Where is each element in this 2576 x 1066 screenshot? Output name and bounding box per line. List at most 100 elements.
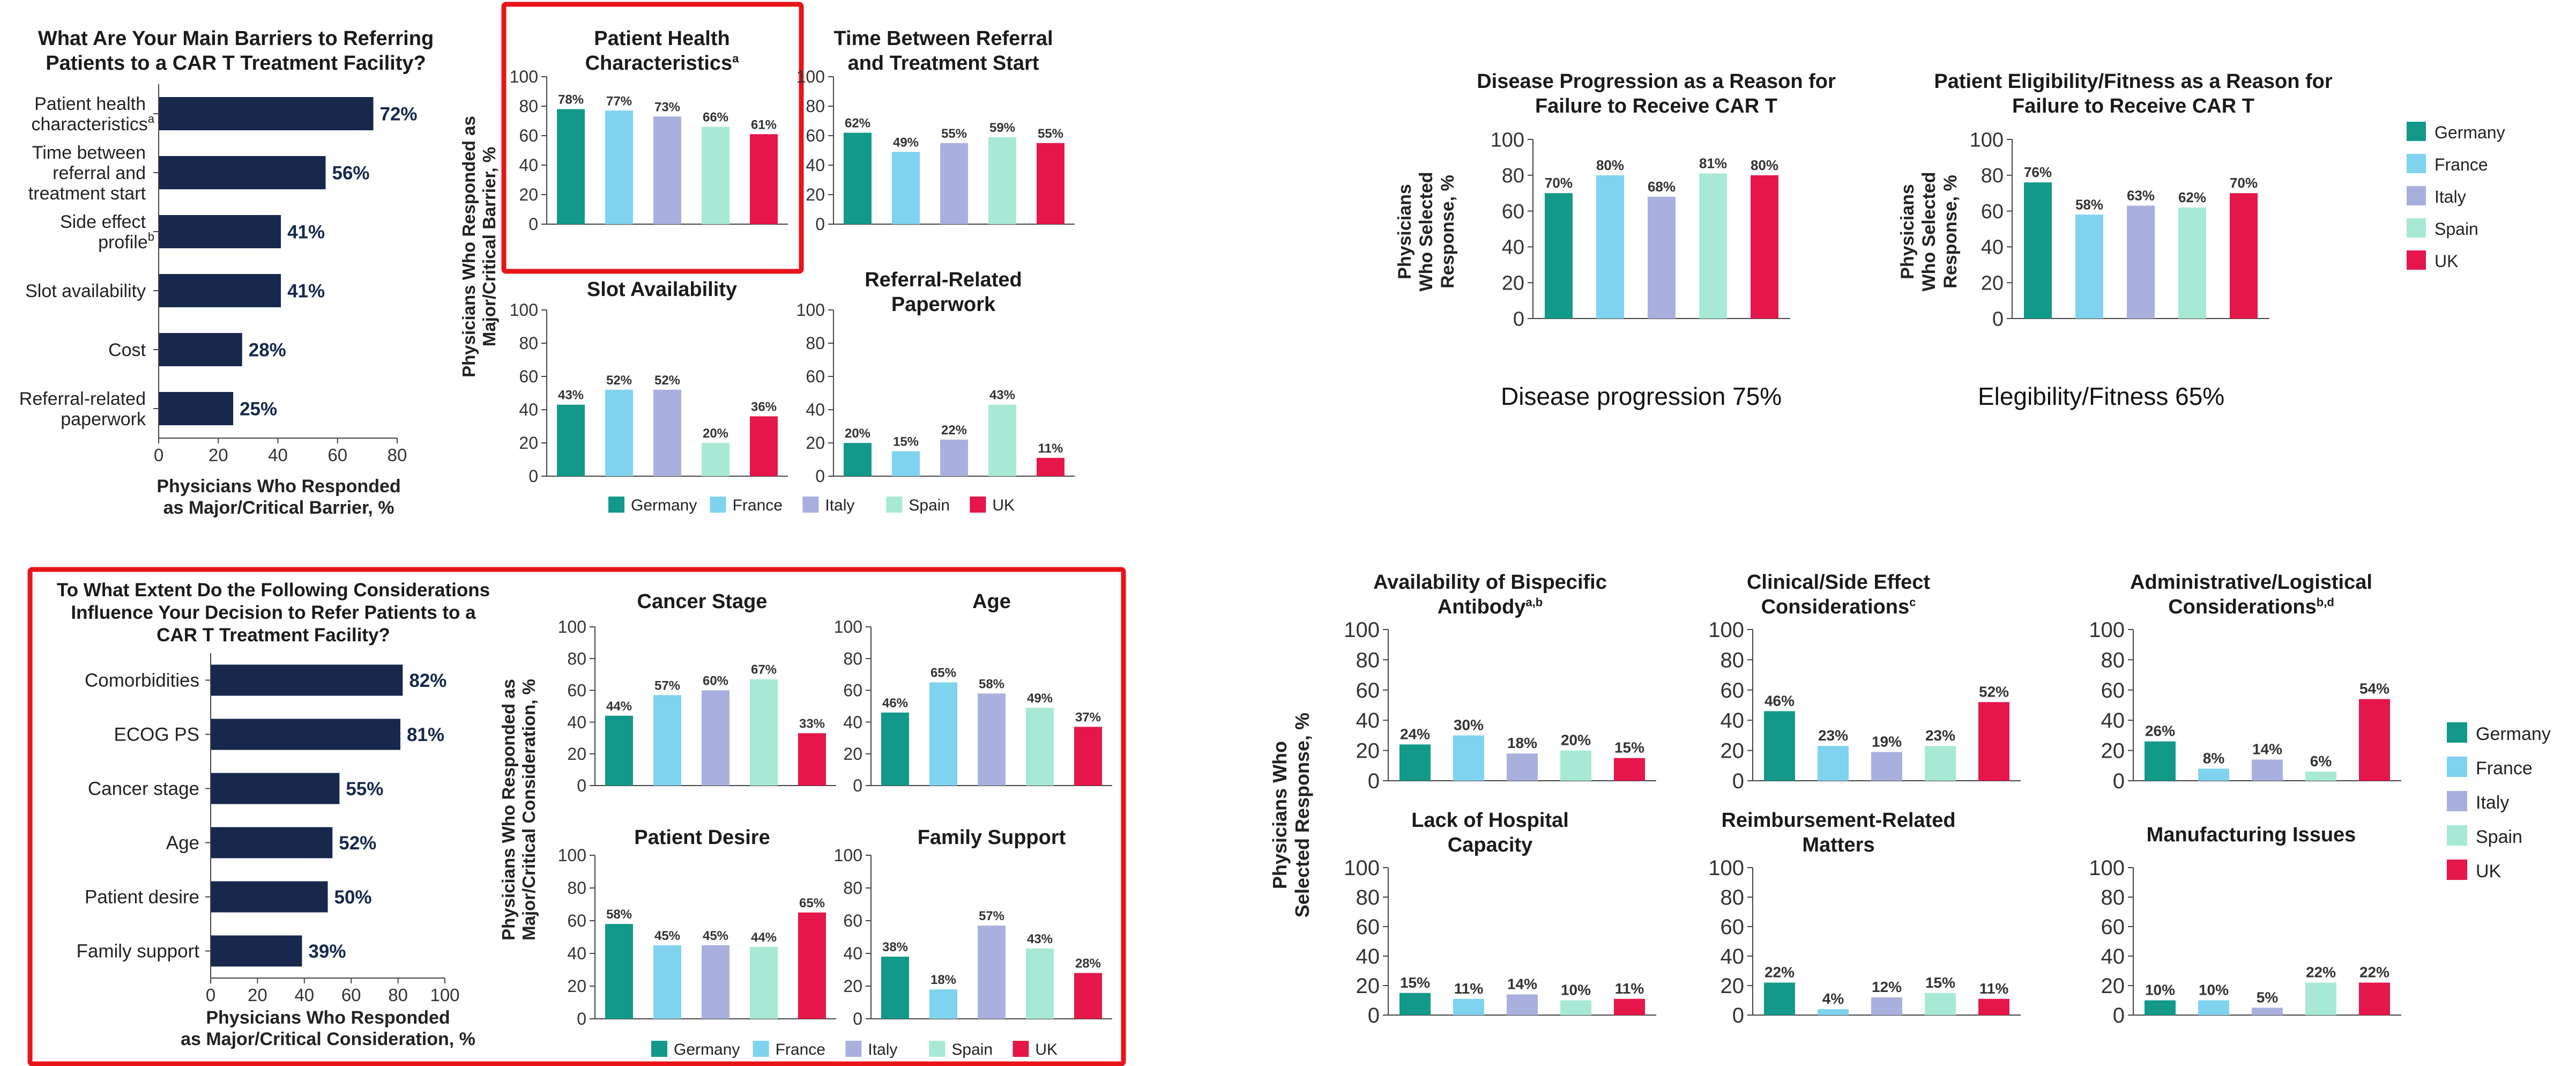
c1-bar-uk — [798, 733, 826, 786]
barriers-bar — [159, 156, 326, 189]
considerations-bar — [211, 773, 340, 804]
d2-value-label: 58% — [2075, 196, 2103, 212]
b3-bar-germany — [557, 404, 585, 476]
e3-title-text: Administrative/Logistical Considerations — [2130, 571, 2372, 618]
c4-value-label: 28% — [1075, 957, 1101, 971]
considerations-legend-label: Spain — [951, 1041, 993, 1058]
e2-ytick-label: 0 — [1732, 769, 1744, 793]
e5-bar-italy — [1871, 997, 1902, 1015]
reasons-y-axis-title: Physicians Who Selected Response, % — [1269, 713, 1313, 917]
barriers-legend-label: Italy — [825, 497, 854, 514]
barriers-xtick-label: 80 — [388, 445, 407, 465]
c3-value-label: 45% — [654, 929, 680, 943]
b1-bar-spain — [702, 127, 729, 224]
e3-ytick-label: 80 — [2101, 648, 2125, 672]
reasons-ylabel: Physicians Who — [1269, 741, 1291, 889]
e5-bar-uk — [1978, 998, 2009, 1015]
barriers-legend-label: UK — [992, 497, 1015, 514]
c3-ytick-label: 0 — [577, 1009, 586, 1028]
considerations-title: To What Extent Do the Following Consider… — [56, 580, 490, 646]
d2-ytick-label: 20 — [1981, 272, 2004, 295]
b2-ytick-label: 20 — [806, 185, 825, 204]
d1-value-label: 70% — [1545, 175, 1573, 191]
barriers-legend-label: Spain — [909, 497, 950, 514]
considerations-xlabel: Physicians Who Responded — [206, 1008, 450, 1028]
barriers-category-label: paperwork — [61, 409, 146, 430]
c4-bar-germany — [881, 957, 909, 1019]
b3-bar-uk — [750, 416, 778, 476]
c3-value-label: 44% — [751, 930, 777, 945]
c2-ytick-label: 0 — [853, 776, 862, 795]
reasons-legend-swatch-germany — [2447, 722, 2467, 743]
d1-bar-spain — [1699, 173, 1727, 319]
e1-ytick-label: 100 — [1344, 618, 1380, 642]
e3-value-label: 14% — [2252, 741, 2282, 758]
d2-title: Patient Eligibility/Fitness as a Reason … — [1934, 70, 2333, 117]
reasons-legend-label: Germany — [2476, 724, 2551, 744]
e6-ytick-label: 60 — [2101, 915, 2125, 939]
barriers-value-label: 25% — [240, 398, 277, 419]
c1-ytick-label: 0 — [577, 776, 586, 795]
e2-bar-spain — [1925, 746, 1956, 781]
barriers-category-label: Side effect — [60, 212, 146, 232]
c3-ytick-label: 80 — [567, 878, 586, 898]
e4-bar-france — [1453, 998, 1484, 1015]
e5-ytick-label: 60 — [1721, 915, 1745, 939]
b1-title: Patient Health Characteristicsa — [536, 27, 788, 76]
b1-title-sup: a — [732, 51, 739, 65]
barriers-bar — [159, 97, 374, 130]
e4-value-label: 10% — [1561, 982, 1591, 998]
c2-ytick-label: 80 — [843, 649, 862, 668]
d2-ylabel: Response, % — [1940, 175, 1961, 288]
barriers-category-sup: b — [148, 230, 154, 243]
considerations-xlabel: as Major/Critical Consideration, % — [181, 1029, 475, 1049]
c4-title: Family Support — [917, 826, 1066, 849]
c1-ytick-label: 100 — [558, 617, 586, 636]
barriers-value-label: 41% — [287, 280, 325, 301]
barriers-value-label: 72% — [380, 103, 418, 124]
d1-value-label: 68% — [1648, 179, 1676, 195]
c4-ytick-label: 20 — [843, 976, 862, 996]
failure-legend-label: Spain — [2434, 219, 2478, 239]
e6-ytick-label: 20 — [2101, 974, 2125, 998]
barriers-xtick-label: 20 — [209, 445, 228, 465]
d1-ytick-label: 20 — [1502, 272, 1524, 295]
e3-chart: 0 20 40 60 80 100 26% 8% 14% 6% 54% — [2089, 618, 2401, 793]
e3-value-label: 6% — [2310, 753, 2332, 769]
e3-value-label: 54% — [2359, 680, 2389, 697]
c1-ytick-label: 20 — [567, 744, 586, 764]
b4-chart: 0 20 40 60 80 100 20% 15% 22% 43% 11% — [796, 300, 1075, 486]
considerations-bar — [211, 719, 400, 750]
b4-ytick-label: 0 — [815, 467, 825, 486]
b4-bar-uk — [1037, 457, 1064, 476]
e4-bar-spain — [1560, 1000, 1591, 1015]
e1-value-label: 30% — [1454, 716, 1484, 733]
e1-bar-italy — [1507, 753, 1538, 781]
barriers-category-label: referral and — [53, 163, 146, 183]
b1-bar-france — [605, 110, 633, 224]
barriers-bar — [159, 215, 281, 248]
e4-ytick-label: 0 — [1368, 1004, 1380, 1027]
c2-value-label: 58% — [979, 677, 1004, 691]
e1-value-label: 15% — [1614, 739, 1644, 756]
c2-value-label: 37% — [1075, 710, 1101, 724]
e5-ytick-label: 100 — [1708, 856, 1744, 880]
b1-value-label: 66% — [703, 110, 728, 125]
e4-ytick-label: 20 — [1356, 974, 1380, 998]
c1-value-label: 33% — [799, 716, 825, 731]
b3-value-label: 52% — [606, 373, 632, 388]
e6-value-label: 10% — [2199, 982, 2229, 998]
e3-bar-uk — [2359, 699, 2390, 781]
c1-value-label: 60% — [703, 673, 728, 688]
barriers-ylabel: Major/Critical Barrier, % — [479, 147, 499, 346]
reasons-legend-swatch-france — [2447, 757, 2467, 777]
e3-ytick-label: 100 — [2089, 618, 2125, 642]
e3-title-sup: b,d — [2316, 595, 2334, 609]
b3-ytick-label: 0 — [528, 467, 538, 486]
considerations-category-label: Cancer stage — [88, 779, 199, 800]
c2-bar-germany — [881, 712, 909, 786]
failure-legend-swatch-italy — [2407, 186, 2426, 205]
e6-bar-spain — [2305, 982, 2336, 1015]
considerations-country-y-axis-title: Physicians Who Responded as Major/Critica… — [498, 679, 539, 941]
considerations-xtick-label: 100 — [430, 985, 459, 1005]
